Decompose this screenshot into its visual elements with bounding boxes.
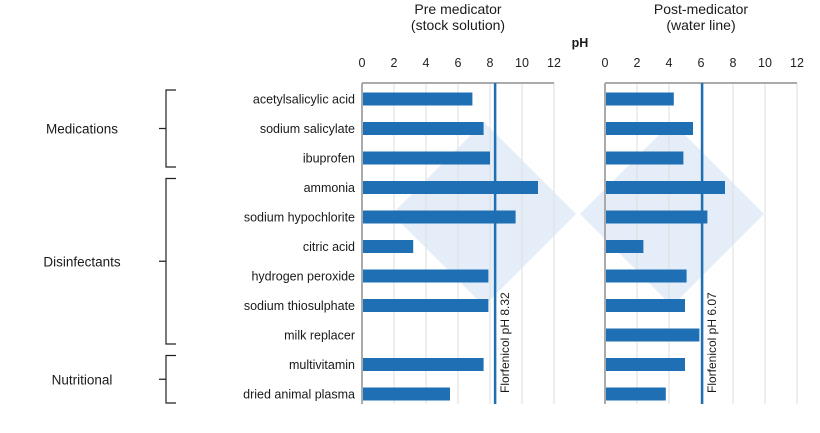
- bar: [606, 240, 644, 253]
- bar: [606, 92, 674, 106]
- category-label: sodium thiosulphate: [244, 299, 355, 313]
- group-brackets: Medications Disinfectants Nutritional: [43, 89, 176, 404]
- category-label: multivitamin: [289, 358, 355, 372]
- bar: [606, 328, 700, 342]
- x-tick-label: 10: [515, 56, 529, 70]
- reference-line-label: Florfenicol pH 8.32: [498, 292, 512, 393]
- category-label: dried animal plasma: [243, 388, 355, 402]
- category-label: milk replacer: [284, 329, 355, 343]
- bar: [363, 210, 516, 224]
- bar: [606, 358, 685, 371]
- panel-title-line: Post-medicator: [654, 1, 748, 17]
- x-tick-label: 0: [359, 56, 366, 70]
- bar: [606, 181, 725, 194]
- bar: [363, 299, 489, 312]
- bar: [363, 358, 484, 371]
- category-labels: acetylsalicylic acid sodium salicylate ibu…: [243, 93, 355, 402]
- chart-panel-2: Post-medicator(water line) 0 2 4 6 8 10 12 Florf…: [602, 1, 804, 404]
- bar: [363, 269, 489, 283]
- category-label: sodium hypochlorite: [244, 211, 355, 225]
- panel-title-line: (stock solution): [411, 17, 505, 33]
- category-label: acetylsalicylic acid: [253, 93, 355, 107]
- bar: [606, 269, 687, 283]
- group-label: Disinfectants: [43, 254, 121, 269]
- x-tick-label: 8: [487, 56, 494, 70]
- bar: [363, 387, 450, 401]
- category-label: ammonia: [304, 181, 355, 195]
- bar: [606, 151, 684, 165]
- x-tick-label: 4: [666, 56, 673, 70]
- panel-title-line: Pre medicator: [414, 1, 501, 17]
- group-label: Medications: [46, 122, 118, 137]
- x-tick-label: 2: [634, 56, 641, 70]
- bar: [363, 151, 490, 165]
- group-bracket: [159, 354, 176, 404]
- x-tick-label: 2: [391, 56, 398, 70]
- bar: [606, 122, 693, 135]
- category-label: sodium salicylate: [260, 122, 355, 136]
- reference-line-label: Florfenicol pH 6.07: [705, 292, 719, 393]
- bar: [606, 299, 685, 312]
- x-tick-label: 10: [758, 56, 772, 70]
- category-label: citric acid: [303, 240, 355, 254]
- x-axis-label: pH: [572, 36, 589, 50]
- x-tick-label: 12: [790, 56, 804, 70]
- bar: [606, 210, 708, 224]
- chart-panel-1: Pre medicator(stock solution) 0 2 4 6 8 10 12 pH…: [359, 1, 589, 404]
- group-bracket: [159, 89, 176, 168]
- x-tick-label: 0: [602, 56, 609, 70]
- category-label: ibuprofen: [303, 152, 355, 166]
- bar: [363, 122, 484, 135]
- x-tick-label: 6: [455, 56, 462, 70]
- bar: [606, 387, 666, 401]
- category-label: hydrogen peroxide: [251, 270, 355, 284]
- group-bracket: [159, 177, 176, 345]
- bar: [363, 181, 538, 194]
- bar: [363, 92, 473, 106]
- x-tick-label: 6: [698, 56, 705, 70]
- bar: [363, 240, 414, 253]
- group-label: Nutritional: [52, 372, 113, 387]
- panel-title-line: (water line): [666, 17, 735, 33]
- x-tick-label: 4: [423, 56, 430, 70]
- x-tick-label: 8: [730, 56, 737, 70]
- x-tick-label: 12: [547, 56, 561, 70]
